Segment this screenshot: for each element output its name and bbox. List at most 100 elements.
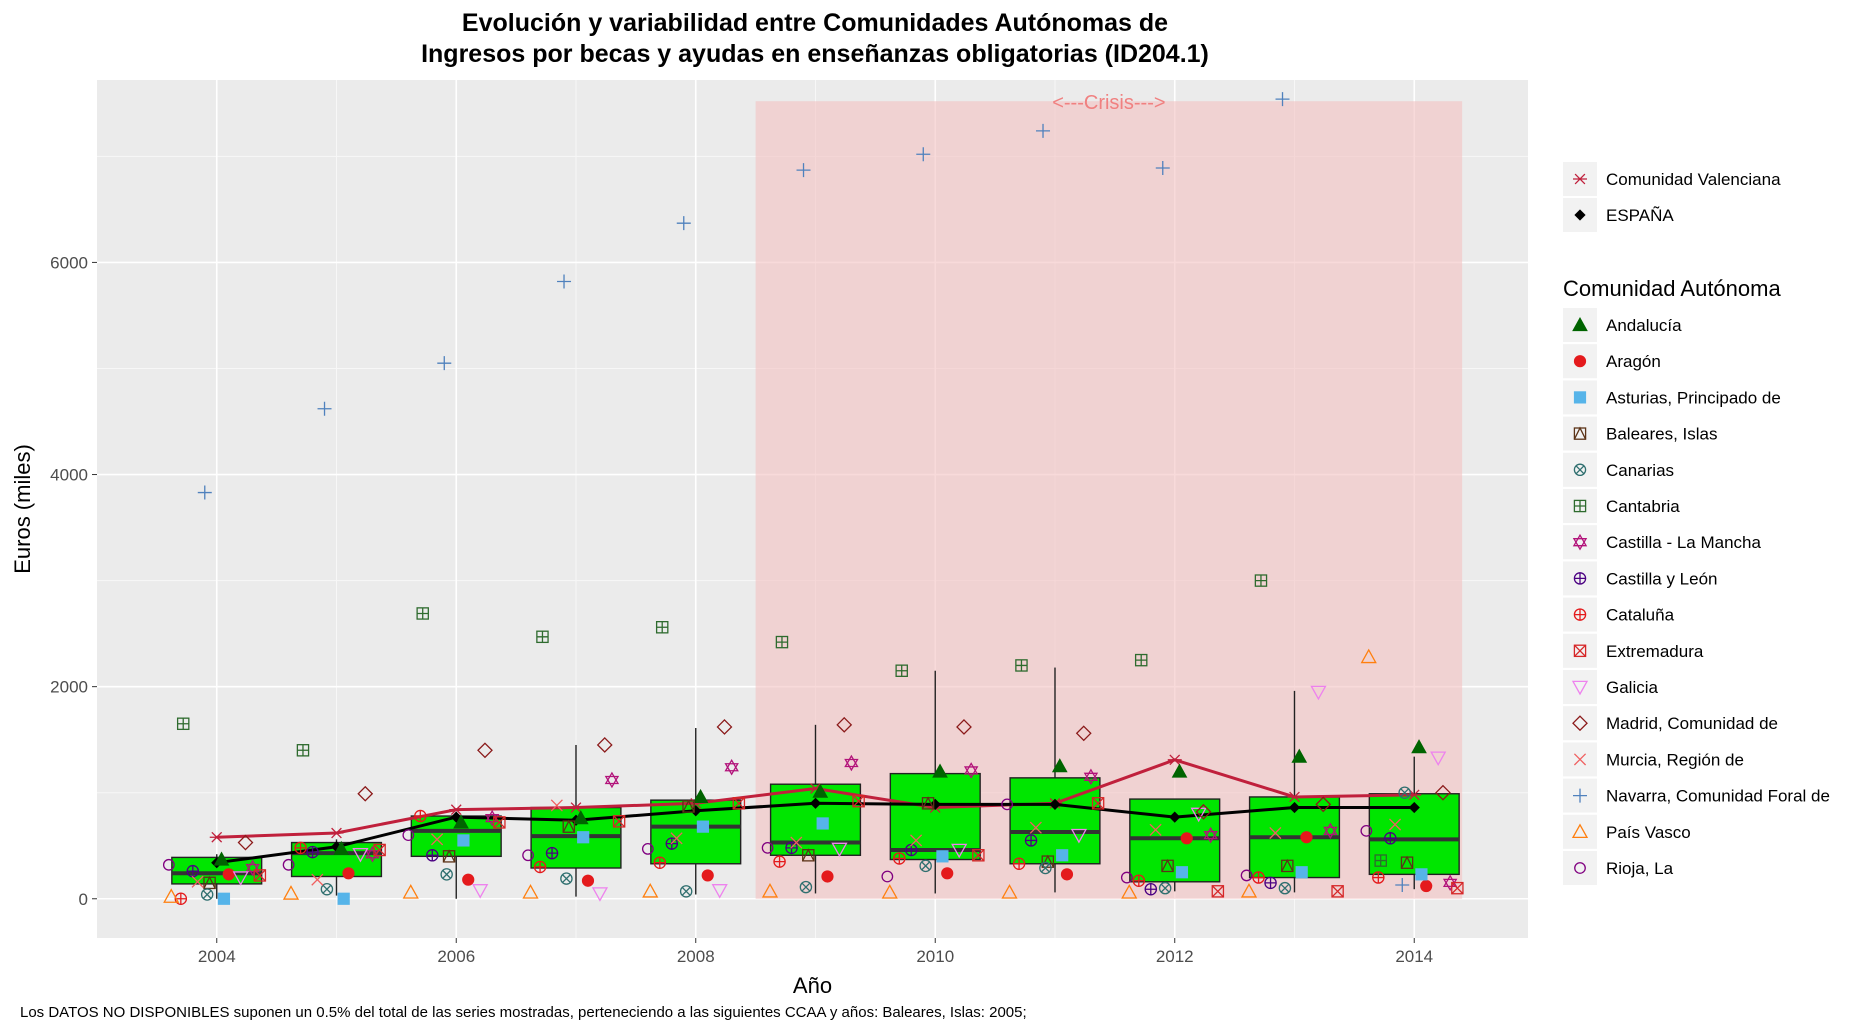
point-Baleares, Islas <box>562 819 576 833</box>
legend-key <box>1563 416 1597 451</box>
legend-item: Madrid, Comunidad de <box>1563 706 1778 741</box>
legend-item: Andalucía <box>1563 308 1682 342</box>
point-Castilla y León <box>426 849 439 862</box>
box-iqr <box>1129 798 1221 883</box>
point-Asturias, Principado de <box>1415 868 1428 881</box>
point-País Vasco <box>1121 884 1138 899</box>
point-Asturias, Principado de <box>217 892 231 905</box>
point-Baleares, Islas <box>1400 855 1414 869</box>
point-Cantabria <box>1015 659 1028 672</box>
point-Murcia, Región de <box>1269 826 1282 840</box>
legend-marker <box>1573 426 1587 440</box>
point-Cantabria <box>655 621 669 634</box>
line-point <box>209 831 224 843</box>
legend-label: Castilla y León <box>1606 569 1718 588</box>
point-Navarra, Comunidad Foral de <box>1395 877 1410 892</box>
point-Madrid, Comunidad de <box>836 716 853 733</box>
line-point <box>329 827 344 839</box>
legend-label: Baleares, Islas <box>1606 425 1718 444</box>
point-Madrid, Comunidad de <box>237 834 254 851</box>
point-Castilla - La Mancha <box>604 771 620 789</box>
point-Cantabria <box>296 744 310 757</box>
point-Cantabria <box>416 607 429 620</box>
point-País Vasco <box>761 882 779 898</box>
legend-item: País Vasco <box>1563 814 1691 849</box>
point-Canarias <box>1398 786 1411 799</box>
point-País Vasco <box>163 888 180 903</box>
legend-label: Asturias, Principado de <box>1606 388 1781 407</box>
legend-marker <box>1571 680 1589 696</box>
point-Canarias <box>799 880 813 894</box>
point-País Vasco <box>282 885 300 900</box>
point-Rioja, La <box>761 841 774 854</box>
point-Castilla y León <box>1144 882 1158 896</box>
legend-label: Aragón <box>1606 352 1661 371</box>
point-Andalucía <box>453 814 469 829</box>
point-Galicia <box>951 843 968 859</box>
point-Extremadura <box>373 843 386 857</box>
point-Galicia <box>1190 807 1207 823</box>
point-Extremadura <box>732 797 746 810</box>
point-Madrid, Comunidad de <box>1075 725 1092 742</box>
point-Rioja, La <box>522 849 534 862</box>
legend-item: Cataluña <box>1563 597 1675 632</box>
point-País Vasco <box>1360 648 1377 664</box>
axes: 0 2000 4000 6000 2004 2006 2008 2010 2012 2014 <box>50 253 1433 966</box>
point-Asturias, Principado de <box>816 817 829 830</box>
point-Canarias <box>1039 861 1052 875</box>
point-Galicia <box>352 847 369 863</box>
legend-item: Castilla y León <box>1563 561 1718 596</box>
x-tick-label: 2012 <box>1156 947 1194 966</box>
point-Aragón <box>342 867 355 880</box>
point-Cataluña <box>1012 857 1026 871</box>
point-País Vasco <box>402 884 419 899</box>
legend-marker <box>1573 355 1587 368</box>
legend-item: Galicia <box>1563 670 1659 704</box>
point-Aragón <box>222 868 235 881</box>
point-País Vasco <box>522 884 539 899</box>
point-País Vasco <box>1240 882 1258 898</box>
y-tick-label: 6000 <box>50 253 88 272</box>
ccaa-points <box>162 92 1464 906</box>
point-Madrid, Comunidad de <box>956 719 972 735</box>
point-Navarra, Comunidad Foral de <box>317 401 332 416</box>
point-Andalucía <box>932 763 948 778</box>
legend-title: Comunidad Autónoma <box>1563 276 1781 301</box>
legend-marker <box>1573 499 1587 513</box>
point-Navarra, Comunidad Foral de <box>1036 123 1051 138</box>
legend-marker <box>1573 753 1587 766</box>
point-Asturias, Principado de <box>577 831 590 844</box>
legend-item: Aragón <box>1563 344 1661 379</box>
point-Madrid, Comunidad de <box>716 719 733 735</box>
point-Baleares, Islas <box>442 849 456 863</box>
point-País Vasco <box>1001 884 1018 899</box>
line-point <box>1288 801 1301 814</box>
point-Castilla - La Mancha <box>1203 826 1218 844</box>
legend-item: Rioja, La <box>1563 851 1674 885</box>
point-Cataluña <box>653 856 667 869</box>
point-Madrid, Comunidad de <box>1315 796 1332 813</box>
legend-label: Cantabria <box>1606 497 1680 516</box>
legend-item: Baleares, Islas <box>1563 416 1718 451</box>
y-tick-label: 0 <box>79 890 88 909</box>
line-point <box>1049 798 1061 810</box>
point-Murcia, Región de <box>311 873 324 886</box>
point-Baleares, Islas <box>802 848 815 862</box>
point-Galicia <box>1070 828 1088 844</box>
point-Asturias, Principado de <box>337 892 350 905</box>
legend-marker <box>1572 316 1588 332</box>
point-Cantabria <box>1134 653 1148 667</box>
point-Galicia <box>232 871 249 886</box>
point-Aragón <box>1180 832 1193 845</box>
point-Asturias, Principado de <box>1056 849 1069 862</box>
point-Canarias <box>679 885 693 898</box>
legend-key <box>1563 525 1597 560</box>
point-Castilla - La Mancha <box>1323 822 1338 840</box>
point-Galicia <box>1430 751 1447 767</box>
y-tick-label: 2000 <box>50 678 88 697</box>
legend-item: ESPAÑA <box>1563 198 1674 232</box>
point-Murcia, Región de <box>550 799 563 812</box>
point-Navarra, Comunidad Foral de <box>197 485 212 500</box>
line-point <box>1408 801 1420 814</box>
point-Canarias <box>440 868 453 881</box>
